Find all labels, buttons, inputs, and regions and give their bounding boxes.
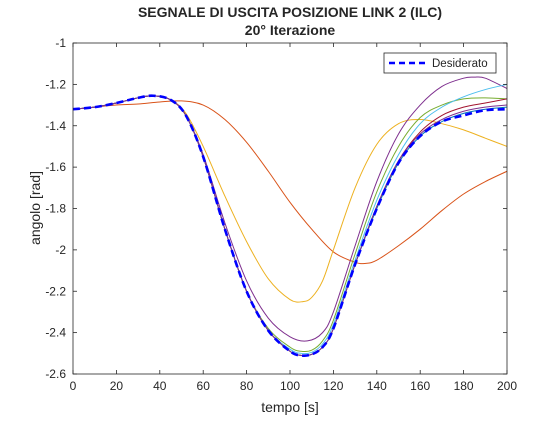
x-tick-label: 120 xyxy=(323,379,343,393)
y-tick-label: -1.4 xyxy=(45,119,66,133)
x-tick-label: 160 xyxy=(410,379,430,393)
legend: Desiderato xyxy=(383,52,497,74)
series-line-2 xyxy=(73,100,507,265)
y-axis: -2.6 -2.4 -2.2 -2 -1.8 -1.6 -1.4 -1.2 -1 xyxy=(45,36,507,381)
series-line-desiderato xyxy=(73,94,507,357)
x-tick-label: 200 xyxy=(497,379,517,393)
x-tick-label: 140 xyxy=(367,379,387,393)
x-tick-label: 180 xyxy=(454,379,474,393)
plot-area xyxy=(73,43,507,374)
y-tick-label: -1 xyxy=(55,36,66,50)
x-tick-label: 100 xyxy=(280,379,300,393)
y-tick-label: -1.2 xyxy=(45,77,66,91)
series-layer xyxy=(73,76,507,357)
legend-label-desiderato: Desiderato xyxy=(432,58,488,70)
y-tick-label: -2.6 xyxy=(45,367,66,381)
y-tick-label: -1.8 xyxy=(45,202,66,216)
chart-title: SEGNALE DI USCITA POSIZIONE LINK 2 (ILC) xyxy=(138,4,442,20)
x-tick-label: 0 xyxy=(70,379,77,393)
legend-box xyxy=(383,52,497,74)
x-tick-label: 20 xyxy=(110,379,124,393)
y-tick-label: -2 xyxy=(55,243,66,257)
y-tick-label: -2.2 xyxy=(45,284,66,298)
chart-subtitle: 20° Iterazione xyxy=(245,22,336,38)
x-axis: 0 20 40 60 80 100 120 140 160 180 200 xyxy=(70,43,517,393)
y-tick-label: -2.4 xyxy=(45,326,66,340)
x-tick-label: 80 xyxy=(240,379,254,393)
x-tick-label: 60 xyxy=(197,379,211,393)
y-tick-label: -1.6 xyxy=(45,160,66,174)
x-axis-label: tempo [s] xyxy=(261,399,319,415)
x-tick-label: 40 xyxy=(153,379,167,393)
y-axis-label: angolo [rad] xyxy=(27,171,43,245)
